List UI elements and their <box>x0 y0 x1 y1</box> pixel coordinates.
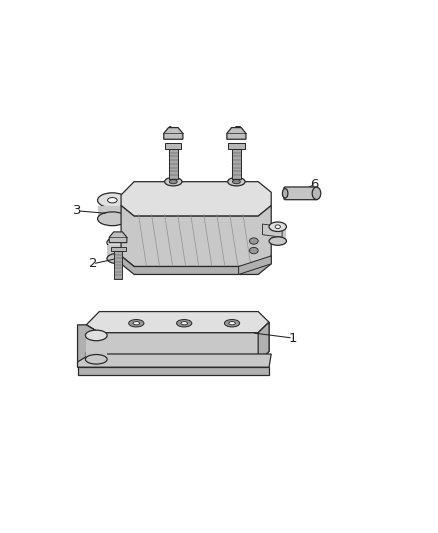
Ellipse shape <box>269 222 286 231</box>
Bar <box>232 149 241 179</box>
Ellipse shape <box>107 237 131 248</box>
Polygon shape <box>164 127 183 139</box>
Ellipse shape <box>283 189 288 198</box>
Polygon shape <box>262 224 282 237</box>
Polygon shape <box>107 245 131 259</box>
Ellipse shape <box>177 319 192 327</box>
Polygon shape <box>109 232 127 243</box>
Polygon shape <box>239 256 271 274</box>
Polygon shape <box>78 325 99 367</box>
Bar <box>169 149 178 179</box>
Ellipse shape <box>224 319 240 327</box>
Bar <box>165 143 181 149</box>
Polygon shape <box>121 256 271 274</box>
Ellipse shape <box>229 321 235 325</box>
Bar <box>228 143 244 149</box>
Ellipse shape <box>98 193 127 208</box>
Text: 1: 1 <box>289 332 297 344</box>
Polygon shape <box>269 228 286 241</box>
Ellipse shape <box>312 187 321 199</box>
Ellipse shape <box>133 321 140 325</box>
Polygon shape <box>86 322 269 362</box>
FancyBboxPatch shape <box>284 187 318 200</box>
Ellipse shape <box>233 180 240 184</box>
Bar <box>110 247 126 252</box>
Ellipse shape <box>228 177 245 186</box>
Ellipse shape <box>98 212 127 225</box>
Text: 5: 5 <box>234 125 243 138</box>
Polygon shape <box>86 338 107 359</box>
Ellipse shape <box>107 253 131 264</box>
Ellipse shape <box>269 237 286 245</box>
Ellipse shape <box>129 319 144 327</box>
Text: 3: 3 <box>73 204 82 217</box>
Polygon shape <box>86 312 269 333</box>
Ellipse shape <box>108 198 117 203</box>
Polygon shape <box>78 367 269 375</box>
Text: 4: 4 <box>165 125 173 138</box>
Polygon shape <box>258 322 269 362</box>
Polygon shape <box>121 206 271 266</box>
Bar <box>114 252 122 279</box>
Ellipse shape <box>170 180 177 184</box>
Polygon shape <box>121 182 271 216</box>
Text: 6: 6 <box>311 178 319 191</box>
Ellipse shape <box>165 177 182 186</box>
Ellipse shape <box>85 330 107 341</box>
Polygon shape <box>227 127 246 139</box>
Ellipse shape <box>181 321 187 325</box>
Polygon shape <box>98 206 127 221</box>
Ellipse shape <box>250 247 258 254</box>
Polygon shape <box>78 354 271 367</box>
Ellipse shape <box>250 238 258 244</box>
Ellipse shape <box>275 225 280 229</box>
Text: 2: 2 <box>88 257 97 270</box>
Ellipse shape <box>85 354 107 364</box>
